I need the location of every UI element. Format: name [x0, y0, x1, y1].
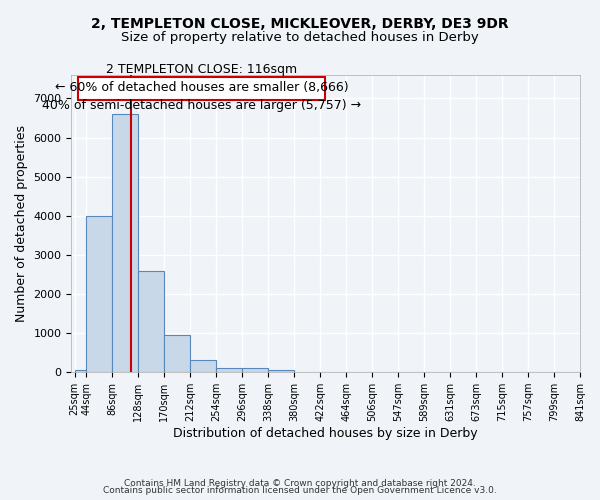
Bar	[164, 335, 190, 372]
Bar	[112, 114, 139, 372]
Text: Size of property relative to detached houses in Derby: Size of property relative to detached ho…	[121, 31, 479, 44]
X-axis label: Distribution of detached houses by size in Derby: Distribution of detached houses by size …	[173, 427, 478, 440]
Text: 2, TEMPLETON CLOSE, MICKLEOVER, DERBY, DE3 9DR: 2, TEMPLETON CLOSE, MICKLEOVER, DERBY, D…	[91, 18, 509, 32]
Text: 2 TEMPLETON CLOSE: 116sqm
← 60% of detached houses are smaller (8,666)
40% of se: 2 TEMPLETON CLOSE: 116sqm ← 60% of detac…	[42, 63, 361, 112]
Bar	[242, 368, 268, 372]
Bar	[268, 370, 295, 372]
Text: Contains HM Land Registry data © Crown copyright and database right 2024.: Contains HM Land Registry data © Crown c…	[124, 478, 476, 488]
Text: Contains public sector information licensed under the Open Government Licence v3: Contains public sector information licen…	[103, 486, 497, 495]
FancyBboxPatch shape	[77, 77, 325, 100]
Y-axis label: Number of detached properties: Number of detached properties	[15, 125, 28, 322]
Bar	[86, 216, 112, 372]
Bar	[74, 370, 86, 372]
Bar	[217, 368, 242, 372]
Bar	[190, 360, 217, 372]
Bar	[139, 270, 164, 372]
